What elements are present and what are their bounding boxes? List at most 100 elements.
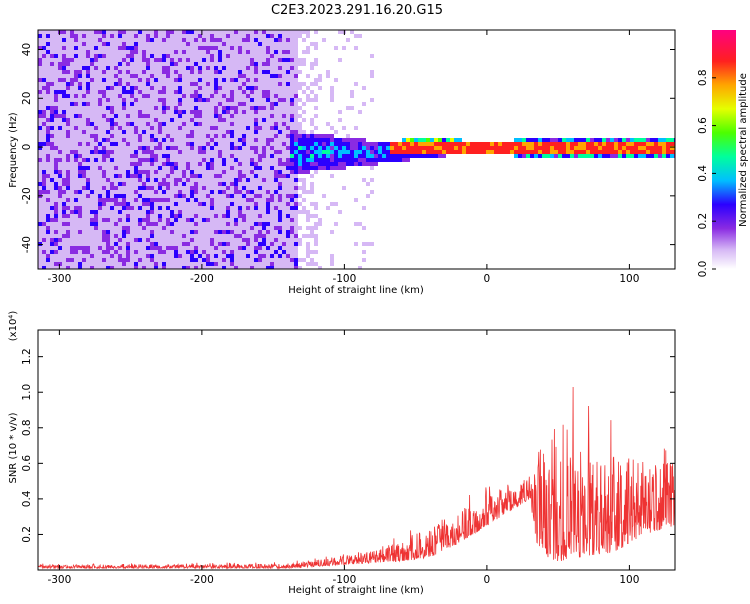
spectrogram-cell <box>666 150 670 154</box>
spectrogram-cell <box>410 138 414 142</box>
spectrogram-cell <box>158 222 162 226</box>
spectrogram-cell <box>222 114 226 118</box>
spectrogram-cell <box>98 174 102 178</box>
spectrogram-cell <box>274 82 278 86</box>
spectrogram-cell <box>190 230 194 234</box>
spectrogram-cell <box>230 162 234 166</box>
spectrogram-cell <box>362 154 366 158</box>
spectrogram-cell <box>82 78 86 82</box>
spectrogram-cell <box>134 50 138 54</box>
spectrogram-cell <box>566 154 570 158</box>
spectrogram-cell <box>58 226 62 230</box>
spectrogram-cell <box>226 30 230 34</box>
spectrogram-cell <box>354 146 358 150</box>
spectrogram-cell <box>50 242 54 246</box>
spectrogram-cell <box>86 242 90 246</box>
spectrogram-cell <box>174 190 178 194</box>
spectrogram-cell <box>90 210 94 214</box>
spectrogram-cell <box>234 38 238 42</box>
spectrogram-cell <box>58 142 62 146</box>
spectrogram-cell <box>138 126 142 130</box>
spectrogram-cell <box>214 262 218 266</box>
spectrogram-cell <box>142 58 146 62</box>
spectrogram-cell <box>202 210 206 214</box>
spectrogram-cell <box>98 230 102 234</box>
spectrogram-cell <box>214 98 218 102</box>
spectrogram-cell <box>258 122 262 126</box>
spectrogram-cell <box>178 106 182 110</box>
spectrogram-cell <box>58 98 62 102</box>
spectrogram-cell <box>330 138 334 142</box>
spectrogram-cell <box>94 266 98 269</box>
spectrogram-cell <box>258 238 262 242</box>
spectrogram-cell <box>158 170 162 174</box>
spectrogram-cell <box>230 218 234 222</box>
spectrogram-cell <box>94 210 98 214</box>
spectrogram-cell <box>238 218 242 222</box>
spectrogram-cell <box>94 238 98 242</box>
spectrogram-cell <box>46 118 50 122</box>
spectrogram-cell <box>250 238 254 242</box>
spectrogram-cell <box>102 34 106 38</box>
spectrogram-cell <box>162 90 166 94</box>
spectrogram-cell <box>178 190 182 194</box>
spectrogram-cell <box>198 202 202 206</box>
spectrogram-cell <box>230 266 234 269</box>
spectrogram-cell <box>62 266 66 269</box>
spectrogram-cell <box>54 118 58 122</box>
spectrogram-cell <box>262 146 266 150</box>
spectrogram-cell <box>306 146 310 150</box>
spectrogram-cell <box>234 42 238 46</box>
spectrogram-cell <box>174 122 178 126</box>
spectrogram-cell <box>158 190 162 194</box>
spectrogram-cell <box>170 54 174 58</box>
spectrogram-cell <box>122 70 126 74</box>
spectrogram-cell <box>162 238 166 242</box>
spectrogram-cell <box>54 86 58 90</box>
spectrogram-cell <box>282 34 286 38</box>
spectrogram-cell <box>114 162 118 166</box>
spectrogram-cell <box>282 218 286 222</box>
spectrogram-cell <box>306 210 310 214</box>
spectrogram-cell <box>366 150 370 154</box>
spectrogram-cell <box>138 230 142 234</box>
spectrogram-cell <box>66 54 70 58</box>
spectrogram-cell <box>198 134 202 138</box>
spectrogram-cell <box>238 202 242 206</box>
spectrogram-cell <box>210 222 214 226</box>
spectrogram-cell <box>286 150 290 154</box>
spectrogram-cell <box>126 190 130 194</box>
spectrogram-cell <box>82 202 86 206</box>
spectrogram-cell <box>218 154 222 158</box>
spectrogram-cell <box>226 198 230 202</box>
spectrogram-cell <box>162 78 166 82</box>
spectrogram-cell <box>286 158 290 162</box>
spectrogram-cell <box>330 90 334 94</box>
spectrogram-cell <box>602 142 606 146</box>
spectrogram-cell <box>206 182 210 186</box>
spectrogram-cell <box>138 62 142 66</box>
spectrogram-cell <box>70 66 74 70</box>
spectrogram-cell <box>222 134 226 138</box>
spectrogram-cell <box>42 78 46 82</box>
spectrogram-cell <box>254 82 258 86</box>
spectrogram-cell <box>274 130 278 134</box>
spectrogram-cell <box>50 78 54 82</box>
spectrogram-cell <box>114 198 118 202</box>
spectrogram-cell <box>270 198 274 202</box>
spectrogram-cell <box>170 162 174 166</box>
spectrogram-cell <box>130 226 134 230</box>
spectrogram-cell <box>214 178 218 182</box>
spectrogram-cell <box>294 238 298 242</box>
spectrogram-cell <box>158 234 162 238</box>
spectrogram-cell <box>178 238 182 242</box>
spectrogram-cell <box>246 114 250 118</box>
spectrogram-cell <box>78 86 82 90</box>
spectrogram-cell <box>234 210 238 214</box>
spectrogram-cell <box>174 98 178 102</box>
spectrogram-cell <box>210 70 214 74</box>
spectrogram-cell <box>78 122 82 126</box>
spectrogram-cell <box>266 146 270 150</box>
spectrogram-cell <box>226 122 230 126</box>
spectrogram-cell <box>238 166 242 170</box>
